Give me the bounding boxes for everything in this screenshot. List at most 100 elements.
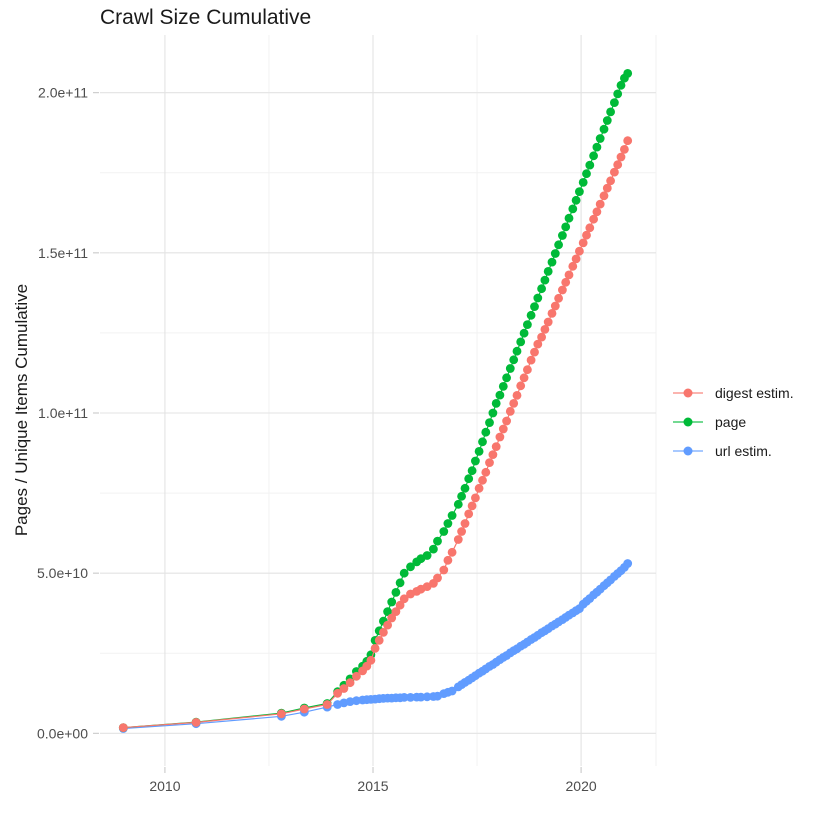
data-point <box>613 160 623 170</box>
y-tick-label: 2.0e+11 <box>38 85 88 101</box>
data-point <box>395 578 405 588</box>
data-point <box>322 700 332 709</box>
data-point <box>453 535 463 544</box>
data-point <box>571 254 581 264</box>
legend-label-url: url estim. <box>715 442 772 459</box>
data-point <box>519 373 529 383</box>
data-point <box>460 483 470 493</box>
data-point <box>540 325 550 334</box>
y-axis-title: Pages / Unique Items Cumulative <box>12 283 31 537</box>
data-point <box>447 547 457 557</box>
data-point <box>383 607 392 616</box>
data-point <box>399 568 409 578</box>
data-point <box>406 693 415 702</box>
data-point <box>491 442 501 451</box>
data-point <box>345 678 355 688</box>
data-point <box>191 718 201 727</box>
x-tick-label: 2010 <box>149 778 180 794</box>
data-point <box>589 151 598 161</box>
data-point <box>564 270 574 280</box>
data-point <box>575 246 584 256</box>
chart-title: Crawl Size Cumulative <box>100 6 312 29</box>
data-point <box>575 187 584 197</box>
data-point <box>610 167 619 177</box>
data-point <box>422 551 432 560</box>
data-point <box>526 310 536 320</box>
data-point <box>623 69 633 78</box>
data-point <box>439 565 449 575</box>
legend-item-url-estim: url estim. <box>673 436 794 465</box>
data-point <box>554 240 563 250</box>
data-point <box>399 594 409 604</box>
data-point <box>613 89 623 99</box>
data-point <box>485 418 494 427</box>
data-point <box>379 628 388 637</box>
data-point <box>595 199 605 209</box>
data-point <box>491 399 501 408</box>
data-point <box>383 620 392 630</box>
data-point <box>606 107 615 117</box>
data-point <box>599 191 609 201</box>
data-point <box>439 527 449 536</box>
data-point <box>474 447 484 456</box>
data-point <box>540 275 550 285</box>
data-point <box>471 456 480 466</box>
data-point <box>460 519 470 528</box>
data-point <box>558 231 567 240</box>
legend-dot-page <box>683 417 693 426</box>
data-point <box>550 301 560 311</box>
y-tick-label: 1.0e+11 <box>38 405 88 421</box>
data-point <box>554 293 563 303</box>
data-point <box>498 424 508 434</box>
data-point <box>530 347 539 357</box>
data-point <box>485 458 494 467</box>
data-point <box>533 339 543 349</box>
data-point <box>550 249 560 258</box>
data-point <box>571 195 581 205</box>
data-point <box>543 317 553 327</box>
data-point <box>616 152 626 162</box>
data-point <box>582 169 591 179</box>
data-point <box>478 437 487 447</box>
data-point <box>564 213 574 223</box>
data-point <box>523 320 532 329</box>
data-point <box>416 692 426 702</box>
legend-key-page <box>673 417 703 427</box>
legend-label-page: page <box>715 413 747 430</box>
data-point <box>516 381 526 391</box>
legend-item-page: page <box>673 407 794 436</box>
data-point <box>502 373 511 383</box>
data-point <box>433 573 442 583</box>
legend-dot-url <box>683 446 693 455</box>
data-point <box>502 416 511 426</box>
data-point <box>464 509 474 519</box>
x-tick-label: 2020 <box>566 778 597 794</box>
data-point <box>277 709 286 719</box>
y-tick-label: 5.0e+10 <box>37 565 88 581</box>
data-point <box>523 365 532 375</box>
y-tick-label: 0.0e+00 <box>37 725 88 741</box>
data-point <box>443 555 453 565</box>
data-point <box>561 277 571 287</box>
data-point <box>447 686 457 696</box>
data-point <box>391 588 401 597</box>
legend-dot-digest <box>683 388 693 397</box>
data-point <box>464 474 474 484</box>
data-point <box>568 261 578 271</box>
data-point <box>512 346 522 356</box>
data-point <box>495 432 505 442</box>
data-point <box>352 671 361 681</box>
data-point <box>399 693 409 702</box>
data-point <box>568 204 578 214</box>
data-point <box>406 562 415 572</box>
data-point <box>453 499 463 509</box>
legend-item-digest-estim: digest estim. <box>673 378 794 407</box>
data-point <box>391 607 401 616</box>
data-point <box>387 613 397 623</box>
data-point <box>623 136 633 146</box>
data-point <box>595 134 605 143</box>
data-point <box>339 684 349 693</box>
data-point <box>505 364 515 373</box>
data-point <box>299 704 309 714</box>
